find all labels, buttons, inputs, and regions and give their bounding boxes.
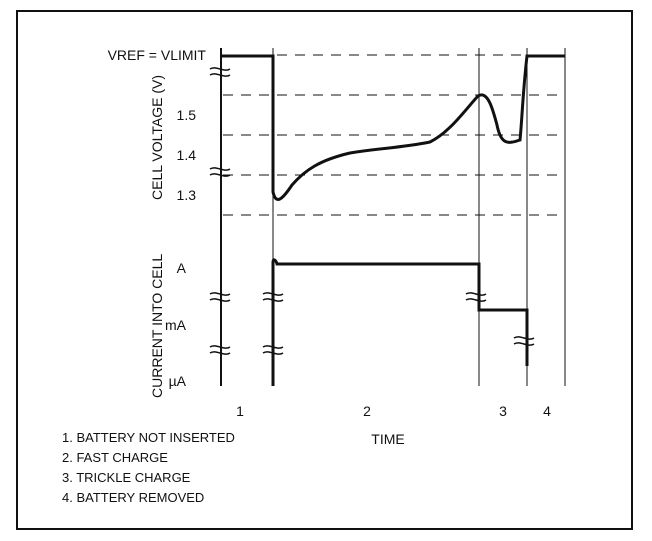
legend-item-1: 1. BATTERY NOT INSERTED	[62, 430, 235, 445]
voltage-tick-1-3: 1.3	[177, 187, 197, 203]
phase-separators	[272, 48, 566, 386]
x-axis-label: TIME	[371, 431, 404, 447]
current-axis-label: CURRENT INTO CELL	[149, 254, 165, 398]
current-tick-ua: µA	[169, 373, 187, 389]
legend-item-4: 4. BATTERY REMOVED	[62, 490, 204, 505]
current-trace	[271, 258, 529, 386]
voltage-axis-label: CELL VOLTAGE (V)	[149, 75, 165, 200]
current-tick-a: A	[177, 260, 187, 276]
phase-label-3: 3	[499, 403, 507, 419]
figure-frame	[16, 10, 633, 530]
current-tick-ma: mA	[165, 317, 187, 333]
phase-label-1: 1	[236, 403, 244, 419]
phase-label-4: 4	[543, 403, 551, 419]
dashed-gridlines	[223, 54, 565, 216]
voltage-tick-1-4: 1.4	[177, 147, 197, 163]
vref-label: VREF = VLIMIT	[108, 47, 207, 63]
voltage-tick-1-5: 1.5	[177, 107, 197, 123]
phase-label-2: 2	[363, 403, 371, 419]
legend-item-3: 3. TRICKLE CHARGE	[62, 470, 191, 485]
axis-break-marks	[209, 67, 535, 355]
voltage-curve	[221, 54, 565, 201]
legend-item-2: 2. FAST CHARGE	[62, 450, 168, 465]
